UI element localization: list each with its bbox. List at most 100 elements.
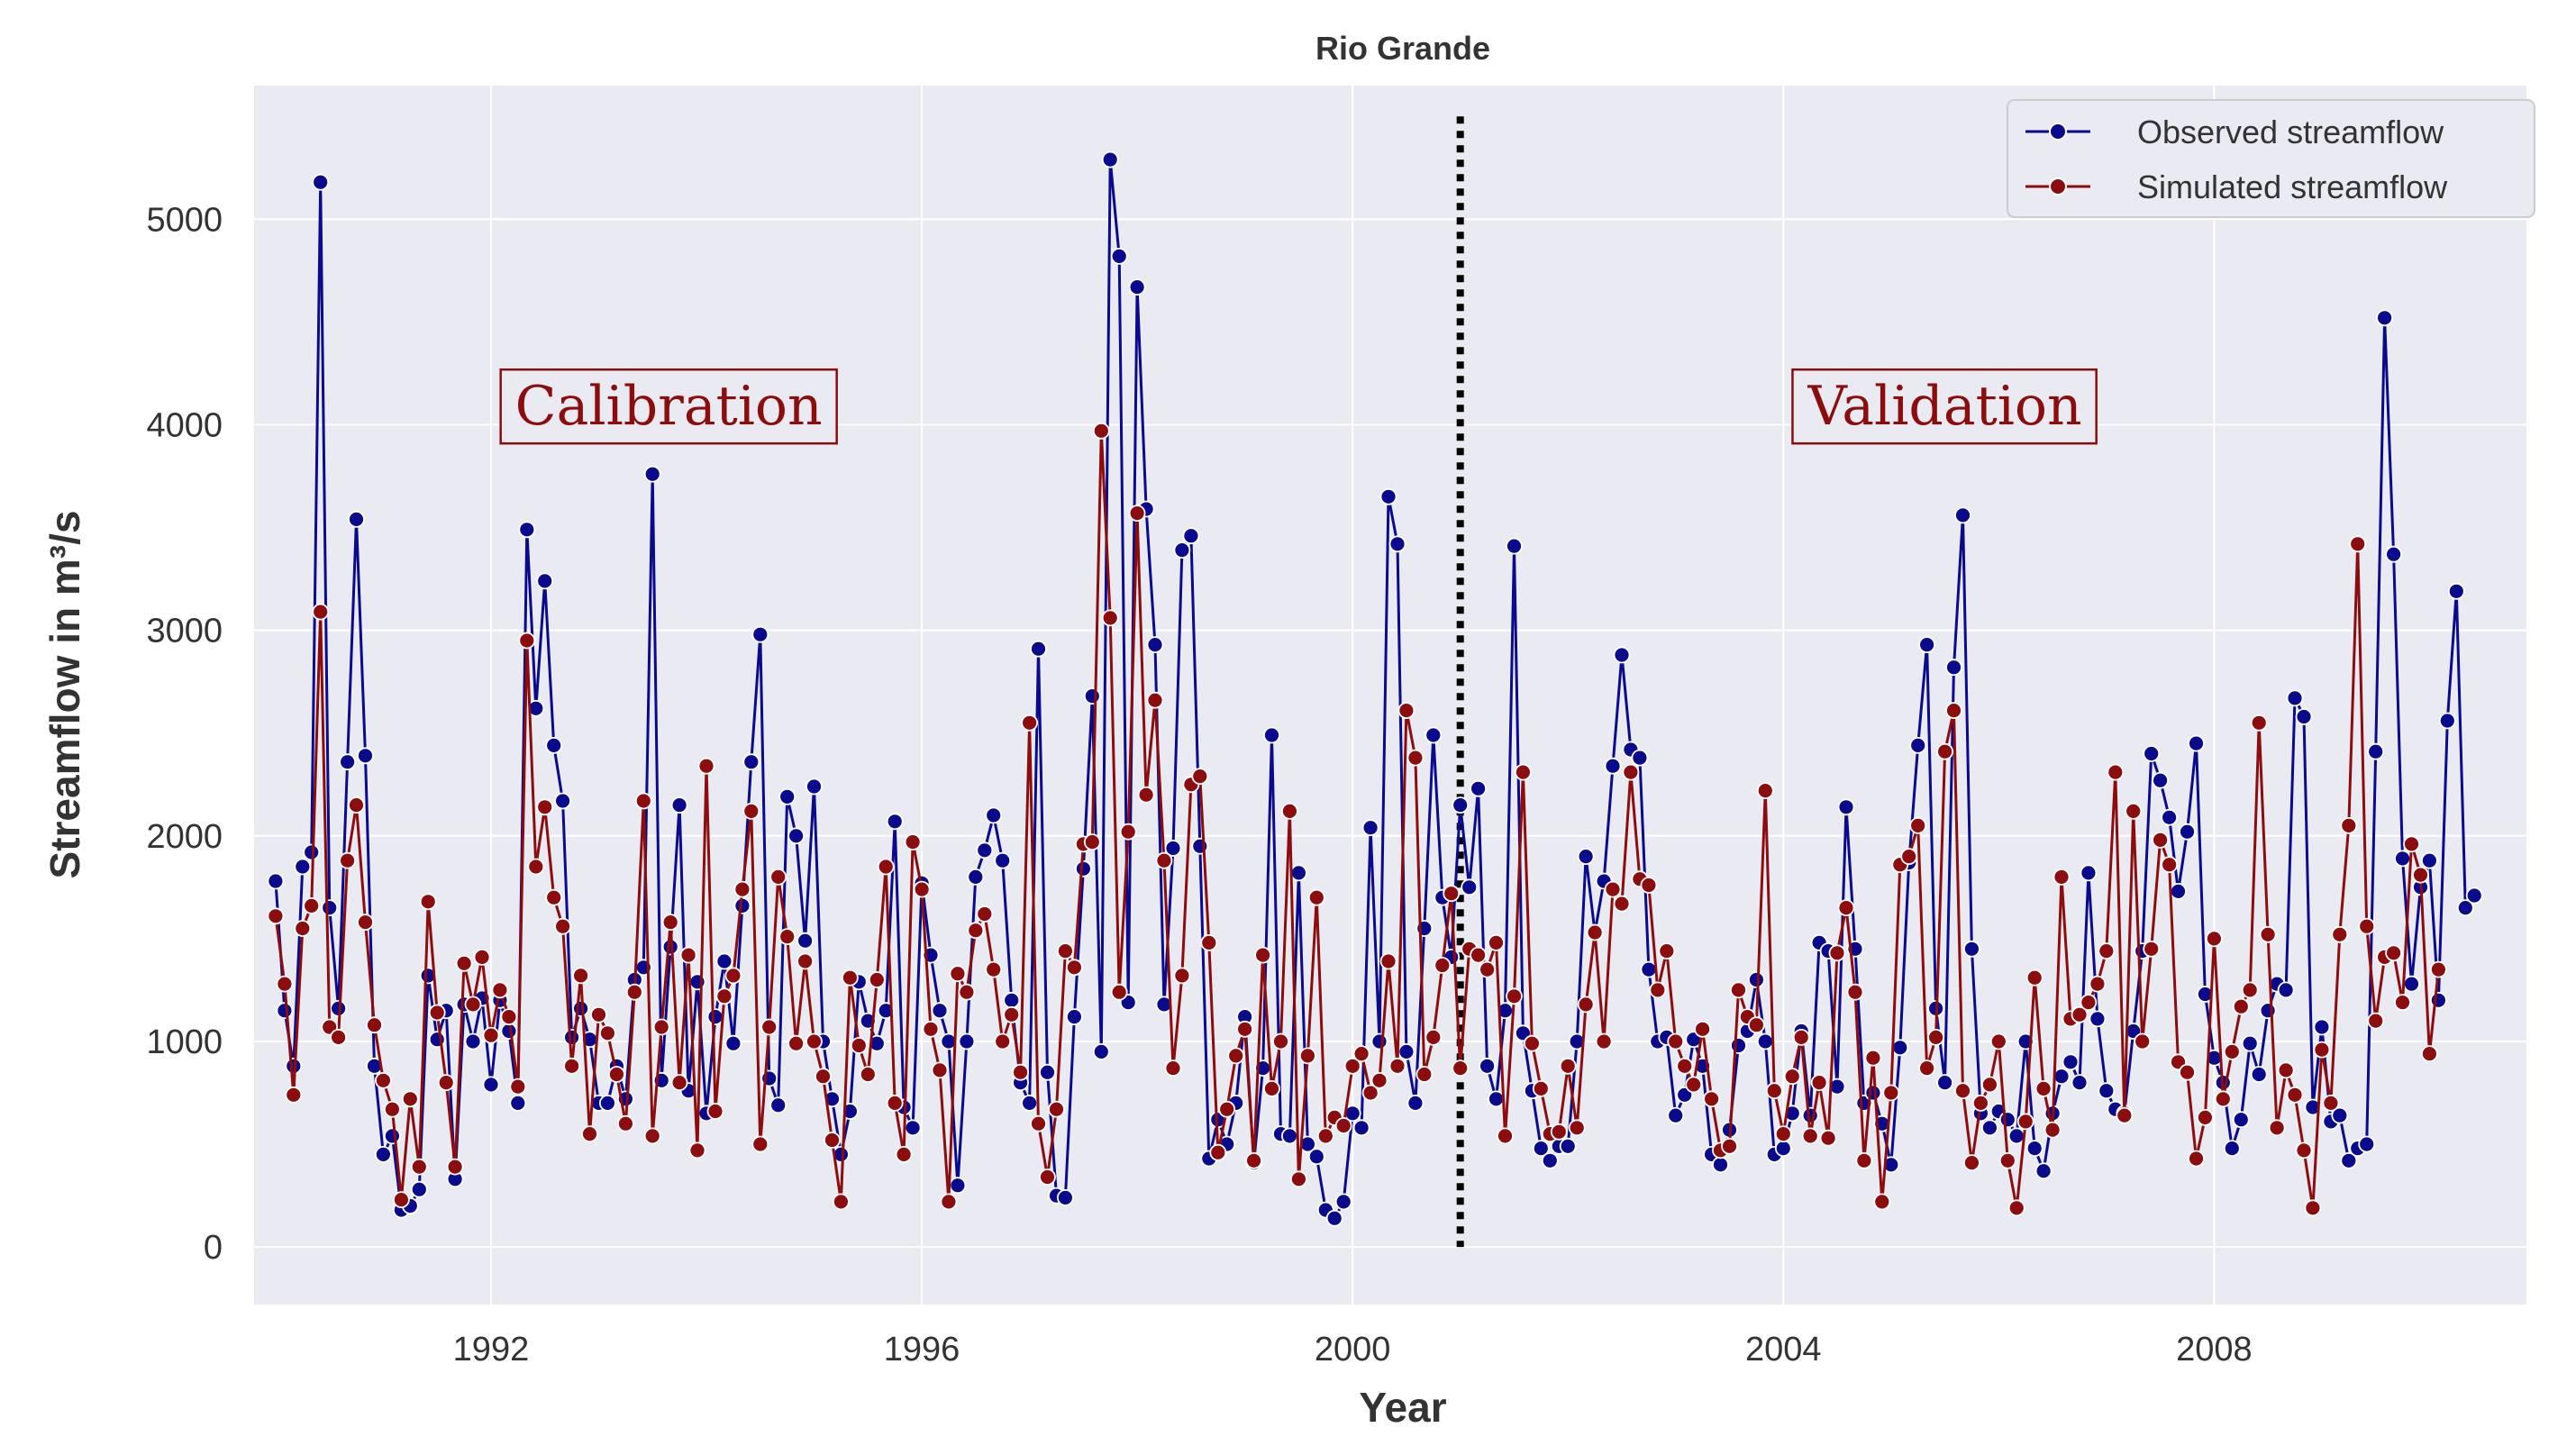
simulated-point <box>1676 1057 1694 1075</box>
simulated-point <box>2340 817 2358 834</box>
simulated-point <box>769 868 787 886</box>
simulated-point <box>796 952 814 970</box>
observed-point <box>1379 487 1397 505</box>
simulated-point <box>2304 1199 2322 1217</box>
simulated-point <box>2016 1113 2034 1131</box>
simulated-point <box>976 905 994 923</box>
simulated-point <box>994 1032 1012 1050</box>
simulated-point <box>940 1193 958 1211</box>
simulated-point <box>2188 1150 2205 1168</box>
simulated-point <box>679 946 697 964</box>
observed-point <box>796 932 814 950</box>
observed-point <box>2053 1068 2071 1086</box>
observed-point <box>2376 309 2394 327</box>
simulated-point <box>509 1078 527 1096</box>
simulated-point <box>348 796 365 814</box>
simulated-point <box>2313 1041 2331 1059</box>
observed-point <box>2250 1066 2268 1083</box>
simulated-point <box>419 893 437 911</box>
simulated-point <box>688 1141 706 1159</box>
simulated-point <box>1155 851 1173 869</box>
observed-point <box>267 872 285 890</box>
observed-point <box>1541 1151 1559 1169</box>
observed-point <box>321 899 339 916</box>
observed-point <box>1945 659 1962 677</box>
simulated-point <box>1048 1100 1065 1118</box>
simulated-point <box>1622 763 1640 781</box>
simulated-point <box>1613 895 1631 913</box>
simulated-point <box>2394 994 2411 1011</box>
observed-point <box>994 851 1012 869</box>
simulated-point <box>482 1026 500 1044</box>
simulated-point <box>1497 1127 1514 1145</box>
simulated-point <box>2367 1012 2385 1030</box>
observed-point <box>706 1008 724 1025</box>
validation-label-box <box>1791 368 2098 445</box>
observed-point <box>2394 850 2411 868</box>
simulated-point <box>1146 691 1164 709</box>
simulated-point <box>1299 1047 1316 1065</box>
observed-point <box>1470 779 1487 797</box>
simulated-point <box>1406 749 1425 767</box>
observed-point <box>2304 1098 2322 1116</box>
observed-point <box>2188 734 2205 752</box>
simulated-point <box>1927 1029 1945 1046</box>
simulated-point <box>563 1057 580 1075</box>
simulated-point <box>392 1191 410 1208</box>
simulated-point <box>1918 1059 1936 1077</box>
observed-point <box>1891 1039 1909 1057</box>
observed-point <box>1352 1119 1370 1137</box>
simulated-point <box>276 975 294 993</box>
observed-point <box>769 1096 787 1114</box>
simulated-point <box>1101 609 1119 627</box>
simulated-point <box>724 967 742 985</box>
simulated-point <box>1873 1193 1891 1211</box>
simulated-point <box>518 632 536 650</box>
chart-title: Rio Grande <box>1315 30 1490 67</box>
simulated-point <box>1730 981 1747 999</box>
simulated-point <box>1846 983 1864 1001</box>
observed-point <box>877 1002 895 1020</box>
simulated-point <box>715 987 733 1005</box>
observed-point <box>357 747 374 765</box>
observed-point <box>2456 899 2474 916</box>
observed-point <box>1864 1084 1882 1102</box>
simulated-point <box>1792 1029 1810 1046</box>
simulated-point <box>895 1146 913 1163</box>
observed-point <box>842 1103 859 1120</box>
simulated-point <box>697 757 715 775</box>
simulated-point <box>850 1037 868 1054</box>
simulated-point <box>401 1090 419 1108</box>
simulated-point <box>491 981 509 999</box>
simulated-point <box>2125 803 2143 820</box>
observed-point <box>1128 278 1146 296</box>
simulated-point <box>1550 1123 1568 1141</box>
observed-point <box>1290 864 1307 882</box>
simulated-point <box>1945 702 1962 719</box>
observed-point <box>518 521 536 539</box>
observed-point <box>1325 1209 1343 1227</box>
observed-point <box>1837 798 1855 816</box>
simulated-point <box>1748 1016 1765 1034</box>
simulated-point <box>1667 1032 1685 1050</box>
simulated-point <box>1245 1151 1262 1169</box>
simulated-point <box>527 858 545 876</box>
simulated-point <box>1110 983 1128 1001</box>
observed-point <box>2259 1002 2277 1020</box>
legend-simulated-label: Simulated streamflow <box>2137 168 2448 205</box>
observed-point <box>2465 887 2483 905</box>
simulated-point <box>1191 768 1209 785</box>
observed-point <box>1146 636 1164 653</box>
simulated-point <box>1801 1127 1819 1145</box>
y-tick-label: 0 <box>204 1229 223 1267</box>
simulated-point <box>967 922 985 940</box>
observed-point <box>599 1095 616 1112</box>
simulated-point <box>904 833 922 850</box>
simulated-point <box>1281 803 1298 820</box>
x-tick-label: 2008 <box>2176 1331 2253 1369</box>
observed-point <box>1182 527 1200 545</box>
simulated-point <box>339 851 357 869</box>
simulated-point <box>2358 917 2376 935</box>
legend-observed-label: Observed streamflow <box>2137 114 2444 150</box>
legend: Observed streamflow Simulated streamflow <box>2007 99 2535 218</box>
